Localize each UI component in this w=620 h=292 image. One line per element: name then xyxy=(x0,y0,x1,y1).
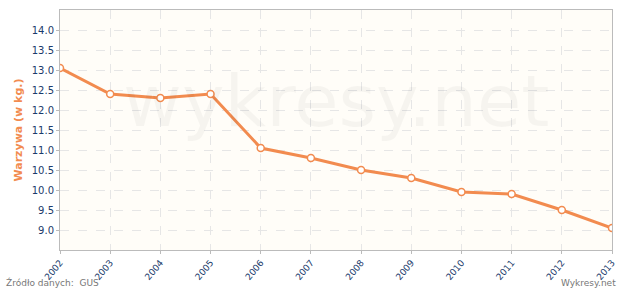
svg-text:11.0: 11.0 xyxy=(32,145,54,156)
svg-text:2013: 2013 xyxy=(595,258,617,282)
svg-text:10.0: 10.0 xyxy=(32,185,54,196)
svg-text:12.0: 12.0 xyxy=(32,105,54,116)
svg-text:12.5: 12.5 xyxy=(32,85,54,96)
svg-text:2002: 2002 xyxy=(43,258,65,282)
svg-text:2012: 2012 xyxy=(544,258,566,282)
svg-text:Wykresy.net: Wykresy.net xyxy=(561,278,616,288)
svg-text:9.5: 9.5 xyxy=(38,205,54,216)
svg-text:13.5: 13.5 xyxy=(32,45,54,56)
svg-text:2011: 2011 xyxy=(494,258,516,282)
svg-text:2007: 2007 xyxy=(294,258,316,282)
svg-text:wykresy.net: wykresy.net xyxy=(123,59,549,143)
svg-text:2009: 2009 xyxy=(394,258,417,282)
svg-text:Warzywa (w kg.): Warzywa (w kg.) xyxy=(12,79,25,182)
svg-text:10.5: 10.5 xyxy=(32,165,54,176)
svg-text:2006: 2006 xyxy=(243,258,266,282)
svg-text:11.5: 11.5 xyxy=(32,125,54,136)
svg-text:2003: 2003 xyxy=(93,258,115,282)
svg-text:2010: 2010 xyxy=(444,258,467,282)
svg-text:9.0: 9.0 xyxy=(38,225,54,236)
svg-text:Źródło danych: GUS: Źródło danych: GUS xyxy=(6,277,99,288)
svg-text:2005: 2005 xyxy=(193,258,215,282)
svg-text:2008: 2008 xyxy=(344,258,367,282)
svg-text:2004: 2004 xyxy=(143,258,166,282)
svg-text:13.0: 13.0 xyxy=(32,65,54,76)
svg-text:14.0: 14.0 xyxy=(32,25,54,36)
